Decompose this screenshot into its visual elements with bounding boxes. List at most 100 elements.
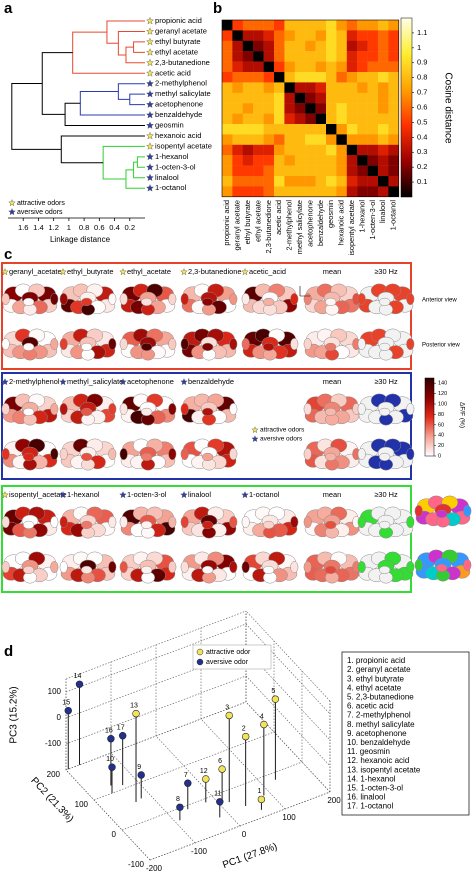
heatmap-cell [367, 30, 379, 41]
column-label: ethyl butyrate [243, 200, 252, 244]
brain-lobe [303, 561, 312, 573]
heatmap-cell [242, 103, 254, 114]
heatmap-cell [232, 30, 243, 41]
row-frame [1, 485, 412, 593]
column-header: benzaldehyde [188, 377, 234, 386]
colorbar-tick-label: 0.6 [417, 102, 427, 111]
heatmap-cell [274, 113, 285, 125]
brain-lobe [168, 293, 177, 305]
dendrogram-link [125, 46, 145, 64]
heatmap-cell [367, 61, 379, 73]
heatmap-cell [305, 40, 316, 52]
key-entry: 8. methyl salicylate [347, 720, 415, 729]
brain-lobe [141, 565, 153, 574]
heatmap-cell [242, 20, 254, 31]
heatmap-cell [253, 61, 264, 73]
brain-lobe [202, 520, 214, 529]
heatmap-cell [326, 176, 337, 187]
heatmap-cell [367, 51, 379, 62]
heatmap-cell [336, 92, 347, 104]
colorbar-tick-label: 1.1 [417, 28, 427, 37]
panel-letter: c [4, 246, 12, 263]
dendrogram-link [133, 41, 145, 53]
heatmap-cell [326, 103, 337, 114]
leaf-label: benzaldehyde [155, 110, 202, 119]
key-entry: 2. geranyl acetate [347, 665, 411, 674]
brain-lobe [168, 403, 177, 415]
brain-lobe [263, 565, 275, 574]
x-axis-label: Linkage distance [50, 235, 111, 244]
grid-line [65, 701, 247, 771]
x-axis-label: PC1 (27.8%) [221, 841, 279, 871]
heatmap-cell [274, 186, 285, 197]
heatmap-cell [294, 165, 306, 177]
point [75, 680, 84, 688]
leaf-label: 1-octanol [155, 183, 187, 192]
heatmap-cell [294, 61, 306, 73]
brain-lobe [325, 452, 337, 461]
heatmap-cell [326, 124, 337, 135]
column-header: acetic_acid [249, 267, 286, 276]
heatmap-cell [357, 72, 368, 83]
y-axis-label: PC2 (21.3%) [28, 775, 75, 824]
heatmap-cell [232, 20, 243, 31]
heatmap-cell [346, 51, 358, 62]
heatmap-cell [388, 40, 399, 52]
brain-lobe [229, 403, 238, 415]
column-label: methyl salicylate [295, 200, 304, 254]
heatmap-cell [326, 61, 337, 73]
point-label: 17 [117, 725, 125, 732]
colorbar-tick-label: 1 [417, 43, 421, 52]
heatmap-cell [263, 124, 275, 135]
point [108, 763, 116, 771]
brain-lobe [81, 342, 93, 351]
brain-lobe [406, 516, 415, 528]
brain-lobe [141, 297, 153, 306]
heatmap-cell [305, 124, 316, 135]
heatmap-frame [221, 19, 400, 198]
brain-lobe [59, 293, 68, 305]
leaf-star [146, 163, 154, 171]
heatmap-cell [253, 113, 264, 125]
heatmap-cell [388, 30, 399, 41]
heatmap-cell [284, 20, 295, 31]
brain-lobe [325, 297, 337, 306]
heatmap-cell [253, 40, 264, 52]
grid-line [65, 675, 247, 745]
dendrogram-link [117, 30, 145, 56]
heatmap-cell [388, 186, 399, 197]
leaf-label: 2-methylphenol [155, 79, 207, 88]
point-label: 12 [200, 768, 208, 775]
heatmap-cell [294, 176, 306, 187]
header-star [1, 491, 9, 499]
heatmap-cell [305, 155, 316, 166]
brain-lobe [406, 561, 415, 573]
key-entry: 1. propionic acid [347, 656, 405, 665]
heatmap-cell [378, 113, 389, 125]
grid-line [65, 623, 247, 693]
dendrogram-link [11, 83, 62, 150]
colorbar-tick-label: 0.1 [417, 177, 427, 186]
legend-star [251, 426, 259, 434]
colorbar-tick-label: 140 [438, 381, 447, 387]
heatmap-cell [315, 176, 327, 187]
heatmap-cell [346, 124, 358, 135]
brain-lobe [202, 452, 214, 461]
key-frame [341, 651, 470, 816]
brain-lobe [303, 448, 312, 460]
heatmap-cell [222, 176, 233, 187]
heatmap-cell [378, 124, 389, 135]
heatmap-cell [388, 82, 399, 93]
brain-lobe [290, 293, 299, 305]
heatmap-cell [388, 113, 399, 125]
leaf-label: 1-hexanol [155, 152, 189, 161]
heatmap-cell [336, 186, 347, 197]
brain-lobe [325, 520, 337, 529]
brain-lobe [119, 293, 128, 305]
header-star [119, 378, 127, 386]
point-label: 4 [260, 713, 264, 720]
heatmap-cell [294, 155, 306, 166]
brain-lobe [59, 516, 68, 528]
heatmap-cell [253, 92, 264, 104]
